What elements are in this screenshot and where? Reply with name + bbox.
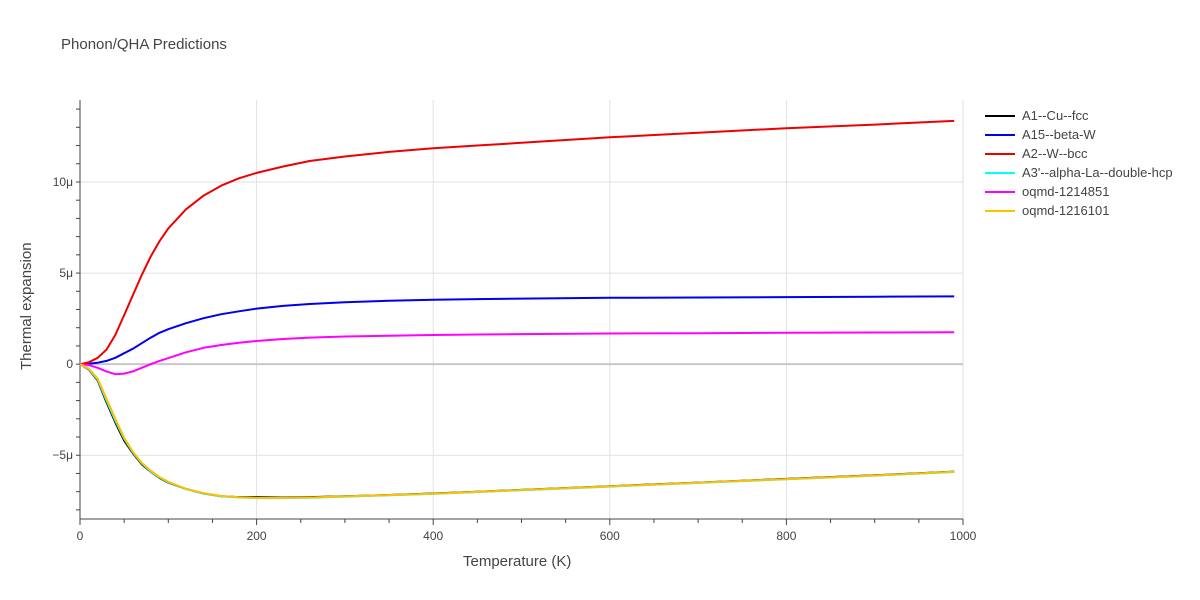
- series-line-1: [79, 295, 955, 366]
- legend: A1--Cu--fcc A15--beta-W A2--W--bcc A3'--alp…: [985, 106, 1173, 220]
- series-line-5: [79, 363, 955, 499]
- x-tick-label: 0: [77, 529, 84, 543]
- legend-label: A3'--alpha-La--double-hcp: [1022, 165, 1173, 180]
- y-tick-label: −5μ: [52, 448, 73, 462]
- x-axis-title: Temperature (K): [463, 553, 572, 570]
- legend-item[interactable]: oqmd-1214851: [985, 182, 1173, 201]
- chart-title: Phonon/QHA Predictions: [61, 36, 227, 53]
- x-tick-label: 600: [600, 529, 620, 543]
- x-tick-label: 800: [776, 529, 796, 543]
- y-tick-label: 10μ: [53, 175, 73, 189]
- legend-item[interactable]: A15--beta-W: [985, 125, 1173, 144]
- legend-label: oqmd-1214851: [1022, 184, 1110, 199]
- y-tick-label: 0: [66, 357, 73, 371]
- legend-item[interactable]: A3'--alpha-La--double-hcp: [985, 163, 1173, 182]
- legend-swatch: [985, 190, 1015, 193]
- x-tick-label: 400: [423, 529, 443, 543]
- legend-swatch: [985, 209, 1015, 212]
- legend-swatch: [985, 114, 1015, 117]
- legend-label: oqmd-1216101: [1022, 203, 1110, 218]
- series-line-2: [79, 119, 955, 366]
- legend-label: A15--beta-W: [1022, 127, 1096, 142]
- legend-label: A2--W--bcc: [1022, 146, 1088, 161]
- legend-item[interactable]: A2--W--bcc: [985, 144, 1173, 163]
- legend-swatch: [985, 171, 1015, 174]
- legend-swatch: [985, 152, 1015, 155]
- legend-item[interactable]: A1--Cu--fcc: [985, 106, 1173, 125]
- legend-label: A1--Cu--fcc: [1022, 108, 1089, 123]
- y-tick-label: 5μ: [59, 266, 73, 280]
- series-line-4: [79, 331, 955, 376]
- y-axis-title: Thermal expansion: [18, 242, 35, 370]
- x-tick-label: 200: [247, 529, 267, 543]
- x-tick-label: 1000: [950, 529, 977, 543]
- legend-swatch: [985, 133, 1015, 136]
- legend-item[interactable]: oqmd-1216101: [985, 201, 1173, 220]
